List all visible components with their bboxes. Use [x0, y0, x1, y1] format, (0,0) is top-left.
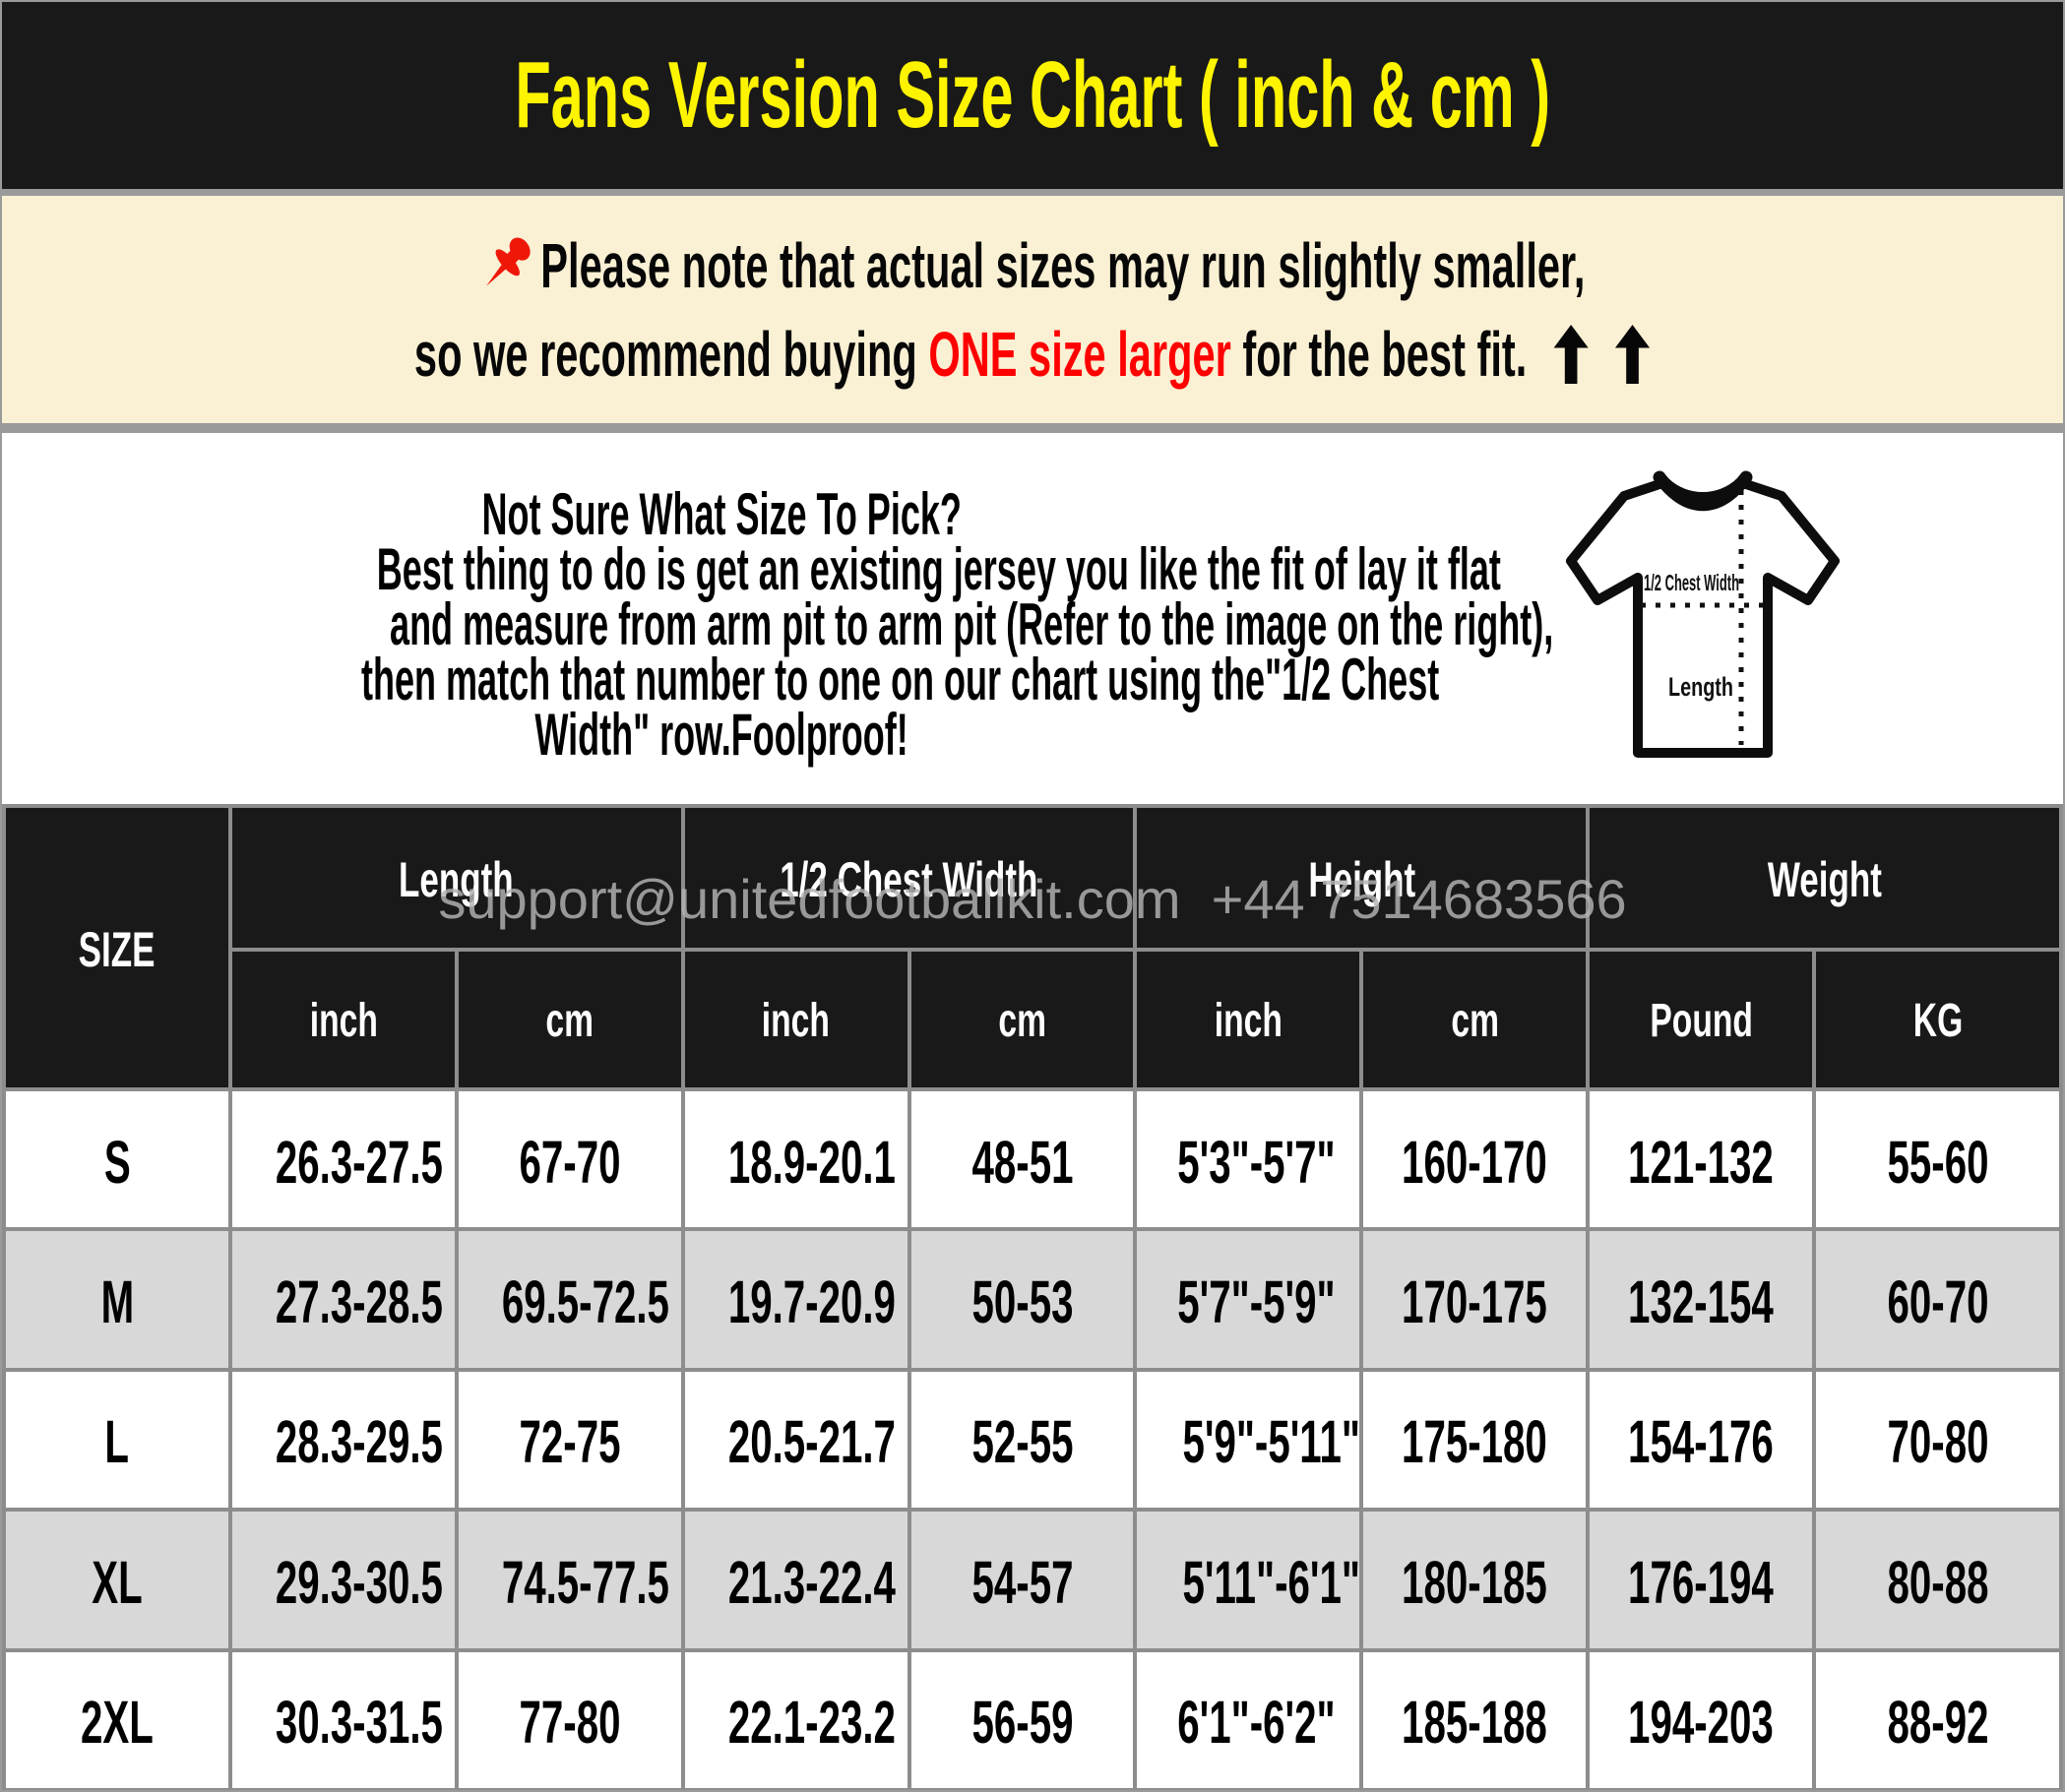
data-cell: 70-80: [1812, 1367, 2063, 1513]
col-group-chest-width: 1/2 Chest Width: [680, 804, 1138, 952]
pushpin-icon: [485, 237, 531, 286]
help-line: Best thing to do is get an existing jers…: [376, 535, 1501, 602]
data-cell: 48-51: [907, 1086, 1138, 1232]
chest-width-label: 1/2 Chest Width: [1644, 570, 1739, 595]
tshirt-outline: [1566, 476, 1840, 758]
data-cell: 69.5-72.5: [454, 1227, 685, 1372]
data-cell: 29.3-30.5: [227, 1508, 459, 1652]
divider: [2, 423, 2063, 433]
data-cell: 19.7-20.9: [680, 1227, 911, 1372]
table-row-xl: XL 29.3-30.5 74.5-77.5 21.3-22.4 54-57 5…: [2, 1508, 2063, 1652]
col-group-height: Height: [1133, 804, 1591, 952]
data-cell: 18.9-20.1: [680, 1086, 911, 1232]
data-cell: 77-80: [454, 1647, 685, 1790]
banner: Fans Version Size Chart ( inch & cm ): [2, 2, 2063, 189]
data-cell: 27.3-28.5: [227, 1227, 459, 1372]
data-cell: 175-180: [1359, 1367, 1591, 1513]
size-chart-table: SIZE Length 1/2 Chest Width Height Weigh…: [2, 804, 2063, 1790]
tshirt-measurement-diagram: 1/2 Chest Width Length: [1566, 470, 1840, 758]
data-cell: 170-175: [1359, 1227, 1591, 1372]
data-cell: 185-188: [1359, 1647, 1591, 1790]
data-cell: 6'1"-6'2": [1133, 1647, 1364, 1790]
size-cell: XL: [2, 1508, 232, 1652]
col-group-weight: Weight: [1586, 804, 2063, 952]
col-header-weight-kg: KG: [1812, 948, 2063, 1091]
shirt-diagram-box: 1/2 Chest Width Length: [1441, 457, 2063, 781]
col-group-length: Length: [227, 804, 685, 952]
up-arrow-icon: [1554, 324, 1590, 384]
note-line-1: Please note that actual sizes may run sl…: [183, 230, 1883, 301]
data-cell: 194-203: [1586, 1647, 1817, 1790]
data-cell: 88-92: [1812, 1647, 2063, 1790]
data-cell: 55-60: [1812, 1086, 2063, 1232]
page-title: Fans Version Size Chart ( inch & cm ): [515, 42, 1550, 148]
help-line: and measure from arm pit to arm pit (Ref…: [390, 590, 1554, 657]
data-cell: 30.3-31.5: [227, 1647, 459, 1790]
data-cell: 5'7"-5'9": [1133, 1227, 1364, 1372]
note-highlight: ONE size larger: [928, 318, 1232, 390]
data-cell: 54-57: [907, 1508, 1138, 1652]
data-cell: 56-59: [907, 1647, 1138, 1790]
data-cell: 121-132: [1586, 1086, 1817, 1232]
data-cell: 74.5-77.5: [454, 1508, 685, 1652]
tshirt-collar: [1653, 470, 1753, 511]
data-cell: 67-70: [454, 1086, 685, 1232]
data-cell: 26.3-27.5: [227, 1086, 459, 1232]
data-cell: 5'11"-6'1": [1133, 1508, 1364, 1652]
divider: [2, 189, 2063, 196]
data-cell: 21.3-22.4: [680, 1508, 911, 1652]
data-cell: 60-70: [1812, 1227, 2063, 1372]
size-help-section: Not Sure What Size To Pick? Best thing t…: [2, 433, 2063, 804]
col-header-size: SIZE: [2, 804, 232, 1091]
col-header-weight-pound: Pound: [1586, 948, 1817, 1091]
data-cell: 52-55: [907, 1367, 1138, 1513]
data-cell: 5'9"-5'11": [1133, 1367, 1364, 1513]
col-header-height-inch: inch: [1133, 948, 1364, 1091]
col-header-chest-cm: cm: [907, 948, 1138, 1091]
col-header-chest-inch: inch: [680, 948, 911, 1091]
size-cell: L: [2, 1367, 232, 1513]
size-table-section: support@unitedfootballkit.com +44 751468…: [2, 804, 2063, 1790]
size-cell: M: [2, 1227, 232, 1372]
help-heading: Not Sure What Size To Pick?: [481, 480, 962, 547]
table-row-l: L 28.3-29.5 72-75 20.5-21.7 52-55 5'9"-5…: [2, 1367, 2063, 1513]
help-line: Width" row.Foolproof!: [534, 701, 908, 768]
data-cell: 28.3-29.5: [227, 1367, 459, 1513]
data-cell: 132-154: [1586, 1227, 1817, 1372]
note-text-2b: for the best fit.: [1231, 318, 1528, 390]
data-cell: 72-75: [454, 1367, 685, 1513]
data-cell: 80-88: [1812, 1508, 2063, 1652]
table-row-s: S 26.3-27.5 67-70 18.9-20.1 48-51 5'3"-5…: [2, 1086, 2063, 1232]
col-header-length-inch: inch: [227, 948, 459, 1091]
up-arrow-icon: [1615, 324, 1651, 384]
note-line-2: so we recommend buying ONE size larger f…: [82, 319, 1982, 390]
note-text-1: Please note that actual sizes may run sl…: [539, 229, 1586, 301]
data-cell: 160-170: [1359, 1086, 1591, 1232]
table-row-2xl: 2XL 30.3-31.5 77-80 22.1-23.2 56-59 6'1"…: [2, 1647, 2063, 1790]
data-cell: 180-185: [1359, 1508, 1591, 1652]
size-cell: 2XL: [2, 1647, 232, 1790]
help-line: then match that number to one on our cha…: [361, 646, 1440, 712]
size-help-text: Not Sure What Size To Pick? Best thing t…: [2, 479, 1554, 768]
table-row-m: M 27.3-28.5 69.5-72.5 19.7-20.9 50-53 5'…: [2, 1227, 2063, 1372]
note-band: Please note that actual sizes may run sl…: [2, 196, 2063, 423]
data-cell: 5'3"-5'7": [1133, 1086, 1364, 1232]
length-label: Length: [1668, 672, 1733, 702]
data-cell: 50-53: [907, 1227, 1138, 1372]
data-cell: 22.1-23.2: [680, 1647, 911, 1790]
data-cell: 154-176: [1586, 1367, 1817, 1513]
note-text-2a: so we recommend buying: [414, 318, 929, 390]
col-header-length-cm: cm: [454, 948, 685, 1091]
col-header-height-cm: cm: [1359, 948, 1591, 1091]
size-cell: S: [2, 1086, 232, 1232]
data-cell: 20.5-21.7: [680, 1367, 911, 1513]
data-cell: 176-194: [1586, 1508, 1817, 1652]
